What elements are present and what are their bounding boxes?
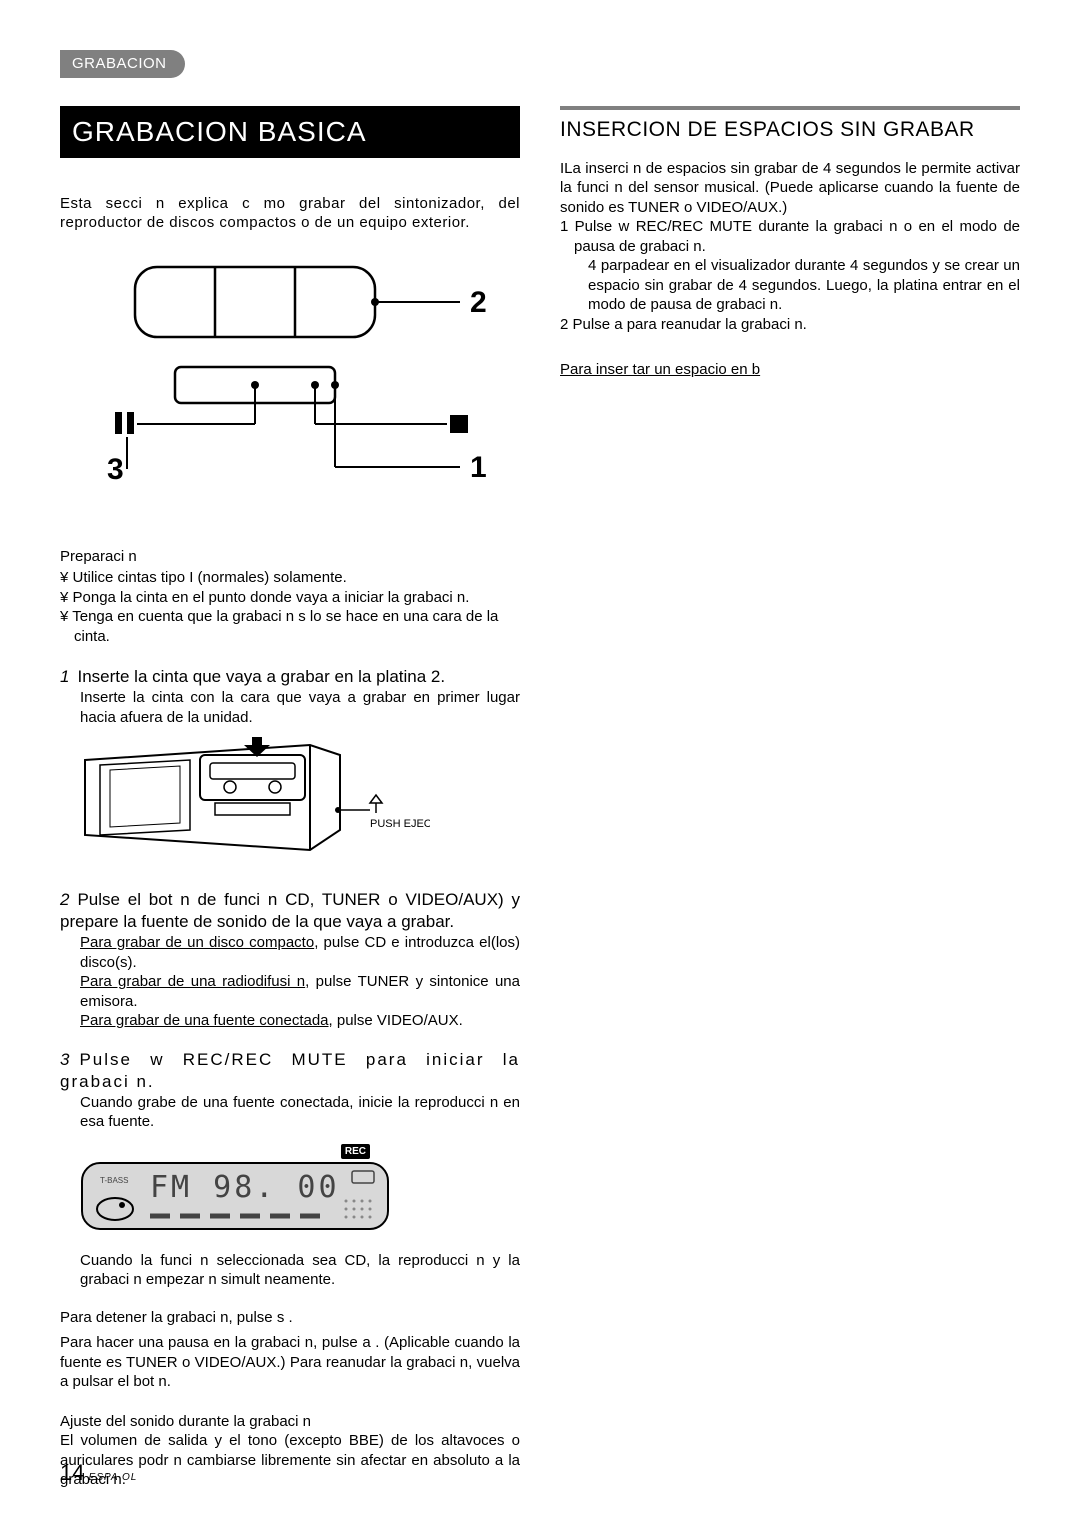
bullet-item: ¥ Tenga en cuenta que la grabaci n s lo … — [60, 607, 520, 646]
control-diagram: 2 1 3 — [75, 257, 505, 487]
right-step2: 2 Pulse a para reanudar la grabaci n. — [560, 315, 1020, 335]
step-3-title: Pulse w REC/REC MUTE para iniciar la gra… — [60, 1050, 520, 1091]
underline-text: Para grabar de un disco compacto — [80, 934, 314, 951]
underline-text: Para grabar de una radiodifusi n — [80, 973, 305, 990]
cassette-deck-illustration: PUSH EJECT — [80, 735, 430, 871]
display-illustration: REC FM 98. 00 — [80, 1140, 390, 1237]
step-2-title: Pulse el bot n de funci n CD, TUNER o VI… — [60, 890, 520, 931]
right-column: INSERCION DE ESPACIOS SIN GRABAR ILa ins… — [560, 106, 1020, 1506]
right-step1b: 4 parpadear en el visualizador durante 4… — [560, 256, 1020, 315]
intro-text: Esta secci n explica c mo grabar del sin… — [60, 194, 520, 233]
step-1: 1 Inserte la cinta que vaya a grabar en l… — [60, 666, 520, 871]
step-3-body1: Cuando grabe de una fuente conectada, in… — [60, 1093, 520, 1132]
step-num: 2 — [60, 890, 69, 909]
rec-badge: REC — [341, 1144, 370, 1159]
adjust-head: Ajuste del sonido durante la grabaci n — [60, 1412, 520, 1432]
two-column-layout: GRABACION BASICA Esta secci n explica c … — [60, 106, 1020, 1506]
stop-para: Para detener la grabaci n, pulse s . — [60, 1308, 520, 1328]
right-step1: 1 Pulse w REC/REC MUTE durante la grabac… — [560, 217, 1020, 256]
step-num: 1 — [60, 667, 69, 686]
footer-lang: ESPA OL — [89, 1472, 138, 1483]
svg-text:1: 1 — [470, 451, 487, 484]
svg-text:FM 98. 00: FM 98. 00 — [150, 1170, 340, 1205]
svg-text:3: 3 — [107, 453, 124, 486]
page-number: 14 — [60, 1460, 84, 1485]
step-1-head: 1 Inserte la cinta que vaya a grabar en l… — [60, 666, 520, 688]
svg-text:T-BASS: T-BASS — [100, 1176, 128, 1185]
step-3: 3Pulse w REC/REC MUTE para iniciar la gr… — [60, 1049, 520, 1290]
step-3-head: 3Pulse w REC/REC MUTE para iniciar la gr… — [60, 1049, 520, 1093]
svg-text:PUSH EJECT: PUSH EJECT — [370, 818, 430, 830]
section-tab: GRABACION — [60, 50, 185, 78]
right-p1: ILa inserci n de espacios sin grabar de … — [560, 159, 1020, 218]
pause-para: Para hacer una pausa en la grabaci n, pu… — [60, 1333, 520, 1392]
right-title: INSERCION DE ESPACIOS SIN GRABAR — [560, 106, 1020, 143]
prep-heading: Preparaci n — [60, 547, 520, 567]
bold-text: Para detener la grabaci n — [60, 1309, 228, 1326]
text: , pulse VIDEO/AUX. — [329, 1012, 463, 1029]
text: , pulse s . — [228, 1309, 292, 1326]
prep-bullets: ¥ Utilice cintas tipo I (normales) solam… — [60, 568, 520, 646]
step-2-head: 2Pulse el bot n de funci n CD, TUNER o V… — [60, 889, 520, 933]
bold-text: Para hacer una pausa en la grabaci n — [60, 1334, 313, 1351]
underline-text: Para grabar de una fuente conectada — [80, 1012, 329, 1029]
right-blank-u: Para inser tar un espacio en b — [560, 360, 1020, 380]
page-footer: 14 ESPA OL — [60, 1459, 137, 1488]
step-num: 3 — [60, 1050, 71, 1069]
left-column: GRABACION BASICA Esta secci n explica c … — [60, 106, 520, 1506]
svg-text:2: 2 — [470, 286, 487, 319]
step-2: 2Pulse el bot n de funci n CD, TUNER o V… — [60, 889, 520, 1031]
step-2-body: Para grabar de un disco compacto , pulse … — [60, 933, 520, 1031]
page-title: GRABACION BASICA — [60, 106, 520, 158]
step-3-body2: Cuando la funci n seleccionada sea CD, l… — [60, 1251, 520, 1290]
step-1-title: Inserte la cinta que vaya a grabar en la… — [77, 667, 445, 686]
step-1-body: Inserte la cinta con la cara que vaya a … — [60, 688, 520, 727]
bullet-item: ¥ Ponga la cinta en el punto donde vaya … — [60, 588, 520, 608]
bullet-item: ¥ Utilice cintas tipo I (normales) solam… — [60, 568, 520, 588]
